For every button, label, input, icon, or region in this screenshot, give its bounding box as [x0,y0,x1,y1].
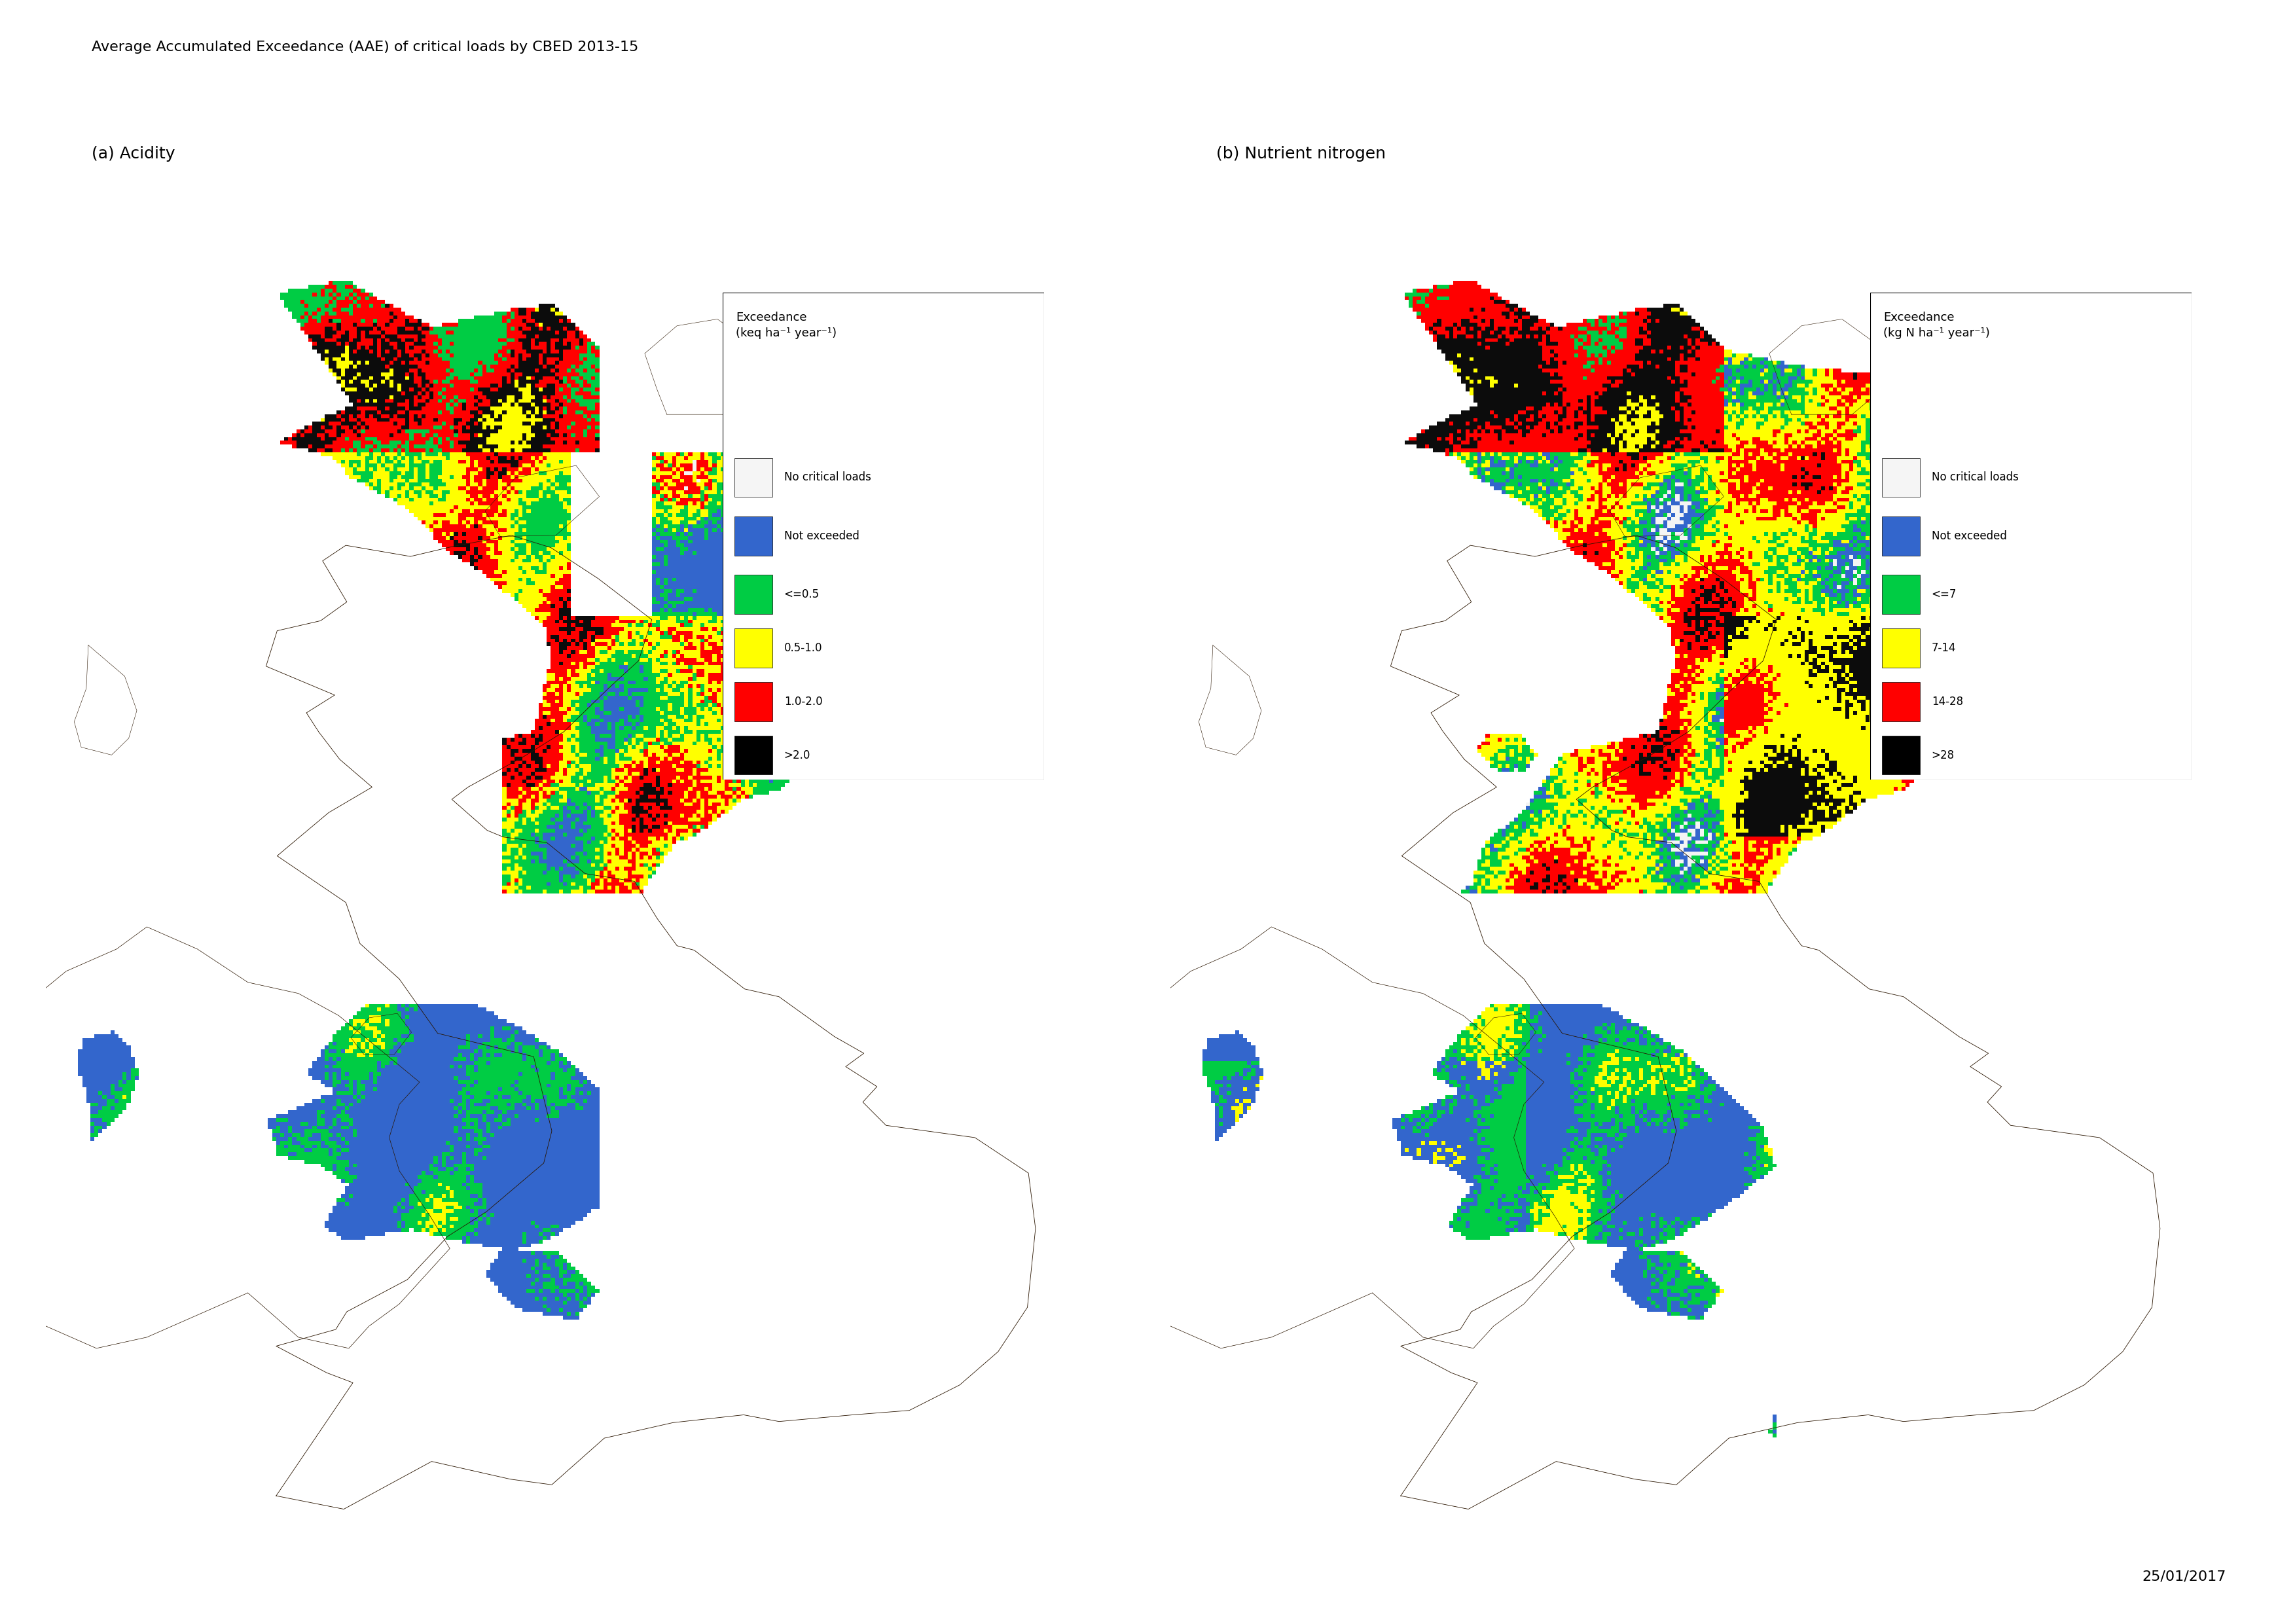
Text: >2.0: >2.0 [785,749,810,762]
Text: No critical loads: No critical loads [785,471,870,484]
Text: <=7: <=7 [1932,588,1958,601]
Text: Exceedance
(keq ha⁻¹ year⁻¹): Exceedance (keq ha⁻¹ year⁻¹) [737,312,838,339]
Text: (b) Nutrient nitrogen: (b) Nutrient nitrogen [1216,146,1386,162]
Text: 14-28: 14-28 [1932,695,1962,708]
Bar [1882,736,1921,775]
Bar [734,628,773,667]
Text: >28: >28 [1932,749,1955,762]
Bar [734,516,773,555]
Bar [734,682,773,721]
Bar [1882,516,1921,555]
Text: Exceedance
(kg N ha⁻¹ year⁻¹): Exceedance (kg N ha⁻¹ year⁻¹) [1884,312,1990,339]
Bar [734,736,773,775]
Bar [1882,458,1921,497]
Bar [1882,628,1921,667]
Bar [1882,682,1921,721]
Text: 7-14: 7-14 [1932,641,1955,654]
Text: Not exceeded: Not exceeded [785,529,858,542]
Text: No critical loads: No critical loads [1932,471,2017,484]
Text: 1.0-2.0: 1.0-2.0 [785,695,822,708]
Bar [734,575,773,614]
Text: 0.5-1.0: 0.5-1.0 [785,641,822,654]
Text: 25/01/2017: 25/01/2017 [2141,1570,2226,1583]
Text: <=0.5: <=0.5 [785,588,819,601]
Bar [1882,575,1921,614]
Bar [734,458,773,497]
Text: Not exceeded: Not exceeded [1932,529,2006,542]
Text: Average Accumulated Exceedance (AAE) of critical loads by CBED 2013-15: Average Accumulated Exceedance (AAE) of … [92,41,638,54]
Text: (a) Acidity: (a) Acidity [92,146,174,162]
